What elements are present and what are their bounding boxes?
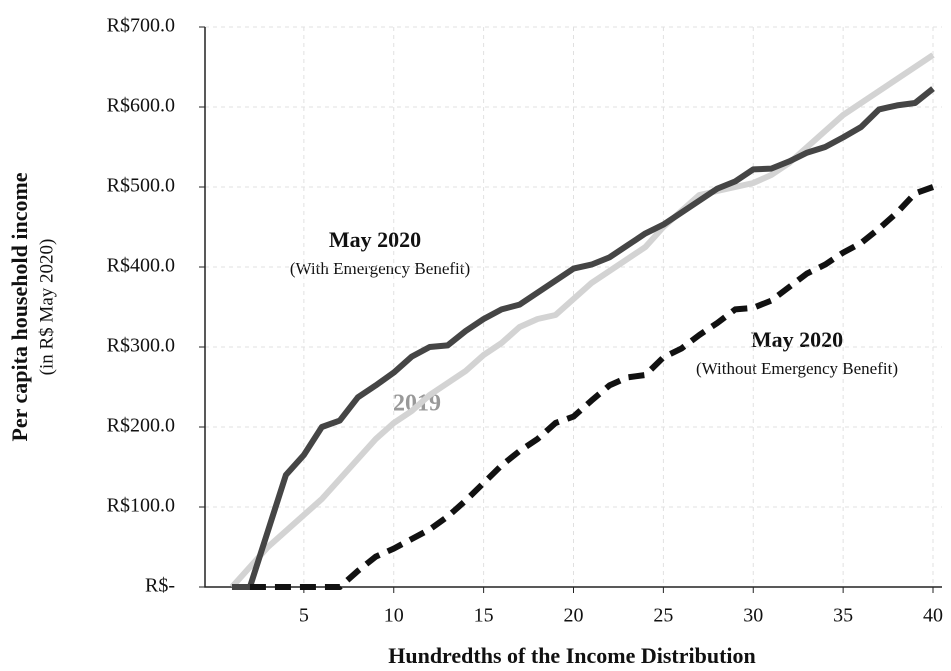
annotation-note: (With Emergency Benefit)	[290, 259, 470, 278]
x-tick-label: 5	[299, 605, 309, 627]
x-tick-label: 10	[384, 605, 404, 627]
plot-frame	[204, 27, 942, 588]
x-tick-label: 40	[923, 605, 943, 627]
y-tick-label: R$500.0	[107, 175, 175, 197]
x-axis-title: Hundredths of the Income Distribution	[388, 643, 756, 668]
y-axis-title: Per capita household income	[7, 172, 32, 441]
y-tick-label: R$600.0	[107, 95, 175, 117]
annotation-title: May 2020	[329, 227, 421, 252]
y-axis-subtitle: (in R$ May 2020)	[36, 239, 57, 376]
annotation-title: May 2020	[751, 327, 843, 352]
series-line	[231, 86, 935, 590]
series-line	[249, 184, 935, 590]
y-tick-label: R$200.0	[107, 415, 175, 437]
y-tick-label: R$300.0	[107, 335, 175, 357]
annotation-note: (Without Emergency Benefit)	[696, 359, 898, 378]
y-tick-label: R$100.0	[107, 495, 175, 517]
x-tick-label: 35	[833, 605, 853, 627]
x-tick-label: 20	[564, 605, 584, 627]
x-tick-label: 15	[474, 605, 494, 627]
series-line	[229, 52, 935, 590]
y-tick-label: R$400.0	[107, 255, 175, 277]
y-tick-label: R$700.0	[107, 15, 175, 37]
x-tick-label: 25	[653, 605, 673, 627]
y-tick-label: R$-	[145, 575, 175, 597]
x-tick-label: 30	[743, 605, 763, 627]
